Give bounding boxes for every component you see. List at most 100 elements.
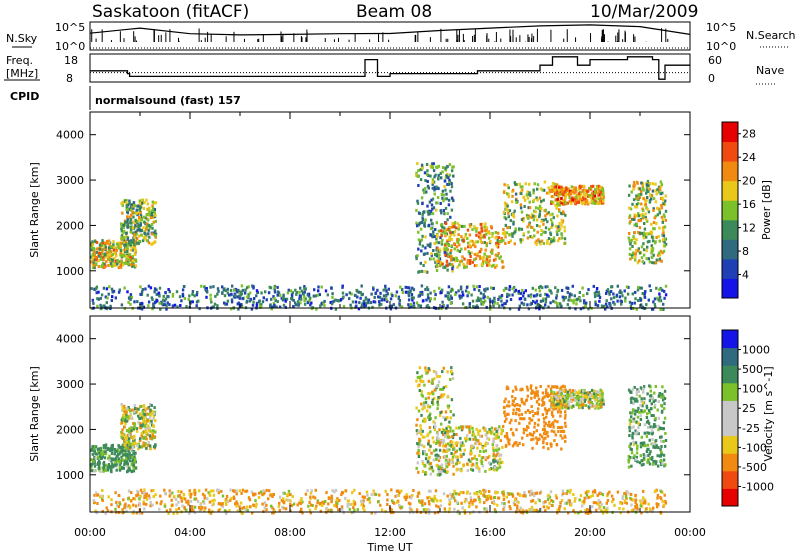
range-cell bbox=[541, 188, 544, 192]
range-cell bbox=[645, 188, 649, 192]
range-cell bbox=[652, 208, 655, 212]
range-cell bbox=[514, 288, 518, 292]
range-cell bbox=[628, 429, 631, 433]
range-cell bbox=[108, 246, 111, 250]
range-cell bbox=[448, 226, 451, 230]
range-cell bbox=[133, 404, 136, 408]
range-cell bbox=[480, 462, 483, 465]
range-cell bbox=[580, 200, 583, 204]
range-cell bbox=[633, 301, 636, 305]
range-cell bbox=[300, 497, 303, 501]
range-cell bbox=[303, 285, 306, 289]
range-cell bbox=[543, 424, 546, 428]
range-cell bbox=[147, 223, 150, 227]
range-cell bbox=[121, 263, 125, 267]
range-cell bbox=[502, 210, 506, 214]
range-cell bbox=[634, 399, 637, 403]
range-cell bbox=[520, 218, 524, 221]
range-cell bbox=[632, 417, 635, 421]
range-cell bbox=[91, 298, 94, 302]
range-cell bbox=[468, 437, 472, 441]
range-cell bbox=[253, 297, 256, 300]
range-cell bbox=[456, 455, 460, 459]
range-cell bbox=[630, 301, 634, 305]
range-cell bbox=[573, 200, 577, 204]
range-cell bbox=[135, 232, 138, 236]
range-cell bbox=[591, 196, 594, 200]
range-cell bbox=[528, 182, 531, 186]
range-cell bbox=[522, 431, 525, 435]
range-cell bbox=[93, 450, 96, 454]
range-cell bbox=[467, 245, 470, 249]
range-cell bbox=[437, 396, 440, 399]
range-cell bbox=[621, 495, 624, 499]
range-cell bbox=[571, 391, 574, 395]
range-cell bbox=[129, 298, 132, 301]
range-cell bbox=[646, 426, 650, 429]
range-cell bbox=[444, 206, 448, 210]
range-cell bbox=[541, 428, 545, 432]
range-cell bbox=[653, 403, 657, 407]
range-cell bbox=[346, 503, 349, 506]
range-cell bbox=[532, 437, 535, 441]
range-cell bbox=[567, 298, 570, 302]
range-cell bbox=[378, 295, 382, 299]
range-cell bbox=[249, 297, 253, 301]
range-cell bbox=[664, 463, 667, 467]
range-cell bbox=[122, 417, 125, 421]
range-cell bbox=[522, 443, 525, 447]
range-cell bbox=[544, 436, 547, 440]
range-cell bbox=[437, 173, 440, 177]
range-cell bbox=[450, 238, 453, 241]
range-cell bbox=[556, 386, 559, 389]
range-cell bbox=[634, 429, 637, 433]
range-cell bbox=[560, 304, 563, 308]
range-cell bbox=[601, 509, 604, 513]
range-cell bbox=[499, 453, 503, 457]
range-cell bbox=[643, 295, 647, 299]
range-cell bbox=[478, 469, 481, 473]
range-cell bbox=[440, 242, 444, 246]
range-cell bbox=[102, 258, 105, 262]
range-cell bbox=[511, 399, 515, 403]
range-cell bbox=[487, 461, 491, 465]
range-cell bbox=[102, 253, 106, 256]
range-cell bbox=[635, 432, 638, 436]
range-cell bbox=[628, 214, 632, 218]
range-cell bbox=[128, 440, 131, 444]
range-cell bbox=[500, 240, 503, 244]
range-cell bbox=[501, 260, 504, 264]
range-cell bbox=[131, 226, 134, 230]
range-cell bbox=[567, 406, 570, 410]
range-cell bbox=[482, 301, 485, 304]
colorbar-tick-label: 20 bbox=[742, 175, 756, 188]
range-cell bbox=[155, 292, 158, 296]
range-cell bbox=[426, 184, 430, 188]
range-cell bbox=[473, 305, 476, 309]
range-cell bbox=[373, 300, 377, 304]
range-cell bbox=[660, 445, 663, 448]
range-cell bbox=[641, 182, 645, 186]
range-cell bbox=[560, 392, 563, 396]
range-cell bbox=[519, 185, 522, 189]
range-cell bbox=[105, 506, 108, 510]
range-cell bbox=[475, 439, 478, 443]
range-cell bbox=[648, 438, 651, 442]
range-cell bbox=[644, 216, 647, 220]
range-cell bbox=[560, 236, 564, 240]
range-cell bbox=[154, 443, 157, 447]
range-cell bbox=[477, 299, 481, 302]
range-cell bbox=[431, 212, 435, 216]
range-cell bbox=[648, 456, 652, 460]
range-cell bbox=[560, 425, 564, 429]
range-cell bbox=[303, 299, 306, 303]
range-cell bbox=[484, 449, 487, 453]
range-cell bbox=[446, 304, 449, 308]
range-cell bbox=[450, 255, 453, 258]
range-cell bbox=[449, 294, 452, 298]
range-cell bbox=[642, 242, 645, 246]
range-cell bbox=[421, 290, 424, 294]
range-cell bbox=[532, 299, 535, 303]
range-cell bbox=[494, 436, 498, 440]
range-cell bbox=[474, 245, 477, 249]
